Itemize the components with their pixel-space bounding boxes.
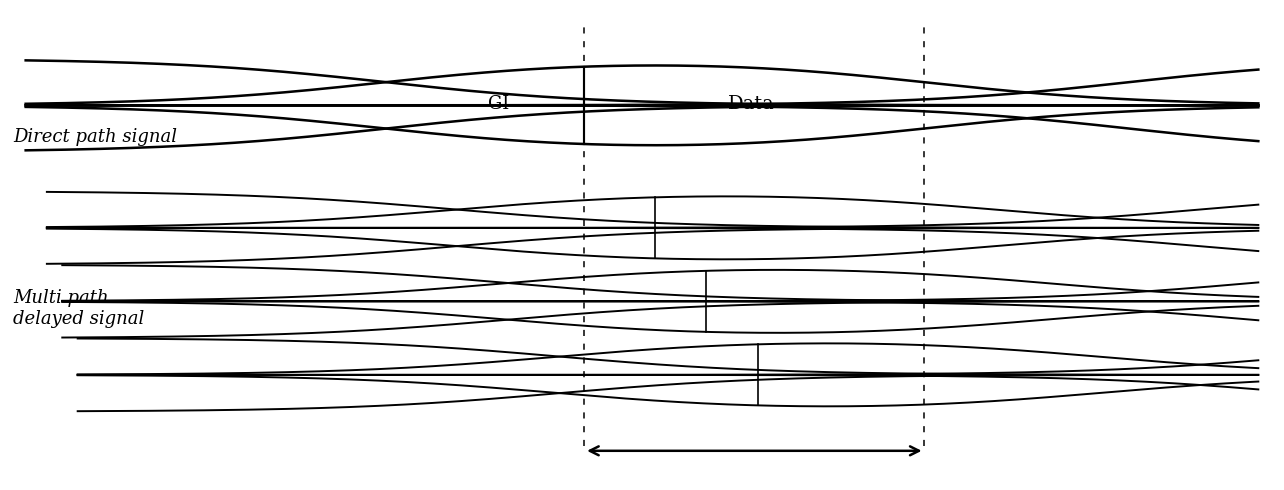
Text: Data: Data: [728, 95, 774, 113]
Text: Direct path signal: Direct path signal: [13, 128, 177, 146]
Text: Multi path
delayed signal: Multi path delayed signal: [13, 289, 144, 328]
Text: GI: GI: [488, 95, 508, 113]
